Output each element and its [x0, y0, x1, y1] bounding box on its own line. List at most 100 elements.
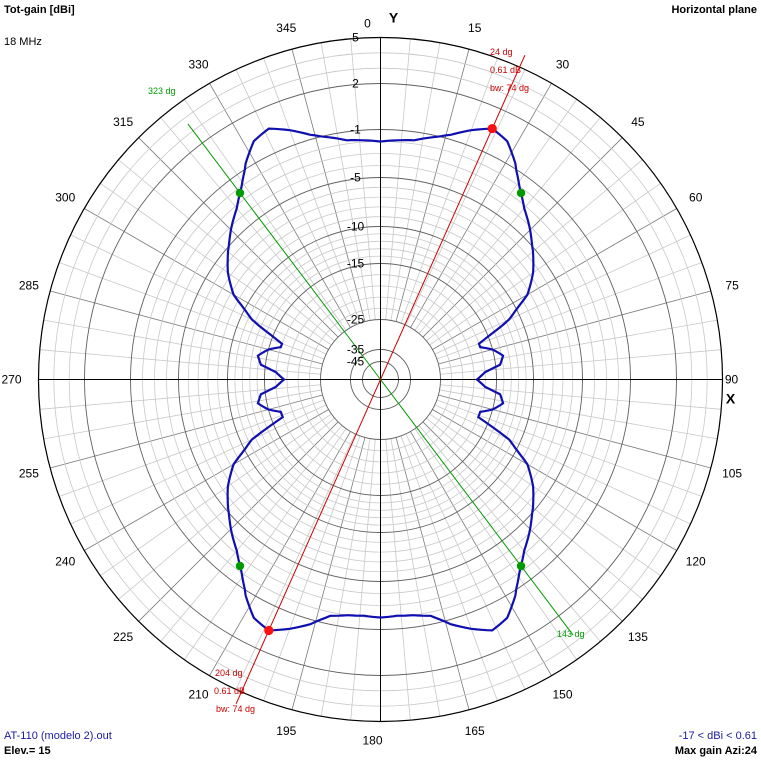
grid-spoke-major [50, 394, 323, 469]
grid-spoke-major [84, 208, 329, 350]
max-gain-label: Max gain Azi:24 [674, 745, 757, 757]
labels: 0 153045607590105120135150165180195210225… [1, 10, 742, 748]
grid-spoke [429, 183, 661, 346]
gain-pattern-line [226, 127, 535, 632]
grid-spoke [439, 319, 718, 370]
halfpower-line [187, 123, 381, 380]
grid-spoke [320, 438, 371, 717]
grid-spoke [400, 57, 498, 324]
plane-label: Horizontal plane [671, 4, 757, 16]
angle-tick-label: 330 [188, 57, 208, 71]
beam-direction-line [235, 54, 526, 705]
grid-spoke [400, 435, 498, 702]
grid-spoke-major [291, 437, 366, 710]
grid-spoke [414, 99, 577, 331]
angle-tick-label: 345 [276, 21, 296, 35]
angle-tick-label: 255 [19, 467, 39, 481]
grid-spoke-major [410, 431, 552, 676]
grid-spoke-major [410, 83, 552, 328]
grid-spoke [385, 439, 411, 721]
markers [187, 54, 574, 705]
angle-tick-label: 195 [276, 724, 296, 738]
grid-spoke [263, 435, 361, 702]
x-axis-letter: X [726, 391, 736, 407]
grid-spoke [263, 57, 361, 324]
grid-spoke [426, 417, 643, 600]
grid-spoke [426, 159, 643, 342]
grid-spoke [160, 117, 343, 334]
angle-tick-label: 30 [556, 57, 570, 71]
grid-spoke [385, 38, 411, 320]
beam-label: 24 dg [490, 47, 513, 57]
grid-spoke [434, 404, 691, 525]
radial-tick-label: -45 [347, 355, 365, 369]
grid-spoke [70, 234, 327, 355]
grid-spoke [118, 417, 335, 600]
halfpower-point [235, 561, 245, 571]
radial-tick-label: -25 [347, 313, 365, 327]
grid-spoke-major [422, 421, 623, 622]
grid-spoke [429, 413, 661, 576]
grid-spoke-major [422, 137, 623, 338]
angle-tick-label: 15 [468, 21, 482, 35]
grid-spoke [405, 433, 526, 690]
angle-tick-label: 285 [19, 278, 39, 292]
angle-tick-label: 0 [364, 17, 371, 31]
angle-tick-label: 165 [465, 724, 485, 738]
gain-range: -17 < dBi < 0.61 [678, 730, 757, 742]
halfpower-point [516, 561, 526, 571]
angle-tick-label: 60 [689, 191, 703, 205]
grid-spoke [436, 399, 703, 497]
radial-tick-label: -10 [347, 220, 365, 234]
frequency-label: 18 MHz [4, 36, 42, 48]
grid-spoke [184, 99, 347, 331]
grid-spoke [160, 425, 343, 642]
angle-tick-label: 240 [55, 555, 75, 569]
grid-spoke [439, 389, 718, 440]
grid-spoke-major [84, 409, 329, 551]
angle-tick-label: 180 [362, 734, 382, 748]
grid-spoke [100, 413, 332, 576]
grid-spoke [434, 234, 691, 355]
radial-tick-label: -5 [350, 171, 361, 185]
radial-tick-label: -15 [347, 257, 365, 271]
max-gain-point [264, 625, 274, 636]
halfpower-label: 143 dg [557, 629, 585, 639]
angle-tick-label: 315 [113, 115, 133, 129]
angle-tick-label: 90 [725, 373, 739, 387]
file-name: AT-110 (modelo 2).out [4, 730, 112, 742]
grid-spoke [43, 319, 322, 370]
angle-tick-label: 75 [725, 278, 739, 292]
pattern-layer [226, 123, 535, 636]
grid-spoke [418, 425, 601, 642]
angle-tick-label: 105 [722, 467, 742, 481]
grid-spoke-major [138, 137, 339, 338]
grid-spoke-major [395, 437, 470, 710]
elevation-label: Elev.= 15 [4, 745, 51, 757]
radial-tick-label: 5 [352, 31, 359, 45]
grid-spoke [70, 404, 327, 525]
angle-tick-label: 45 [631, 115, 645, 129]
angle-tick-label: 150 [552, 688, 572, 702]
grid-spoke [418, 117, 601, 334]
halfpower-label: 323 dg [148, 86, 176, 96]
grid-spoke [350, 439, 376, 721]
angle-tick-label: 135 [628, 630, 648, 644]
grid-spoke [390, 42, 441, 321]
halfpower-point [516, 188, 526, 198]
halfpower-line [380, 379, 574, 636]
beam-label: bw: 74 dg [490, 83, 529, 93]
radial-tick-label: -1 [350, 123, 361, 137]
grid-spoke [43, 389, 322, 440]
y-axis-letter: Y [389, 10, 399, 26]
grid-spoke-major [291, 49, 366, 322]
radial-tick-label: 2 [352, 77, 359, 91]
grid-spoke [320, 42, 371, 321]
grid-spoke [235, 69, 356, 326]
grid-spoke [184, 428, 347, 660]
beam-label-opposite: 0.61 dB [214, 686, 245, 696]
grid-spoke-major [438, 394, 711, 469]
grid-spoke-major [432, 409, 677, 551]
grid-spoke-major [395, 49, 470, 322]
